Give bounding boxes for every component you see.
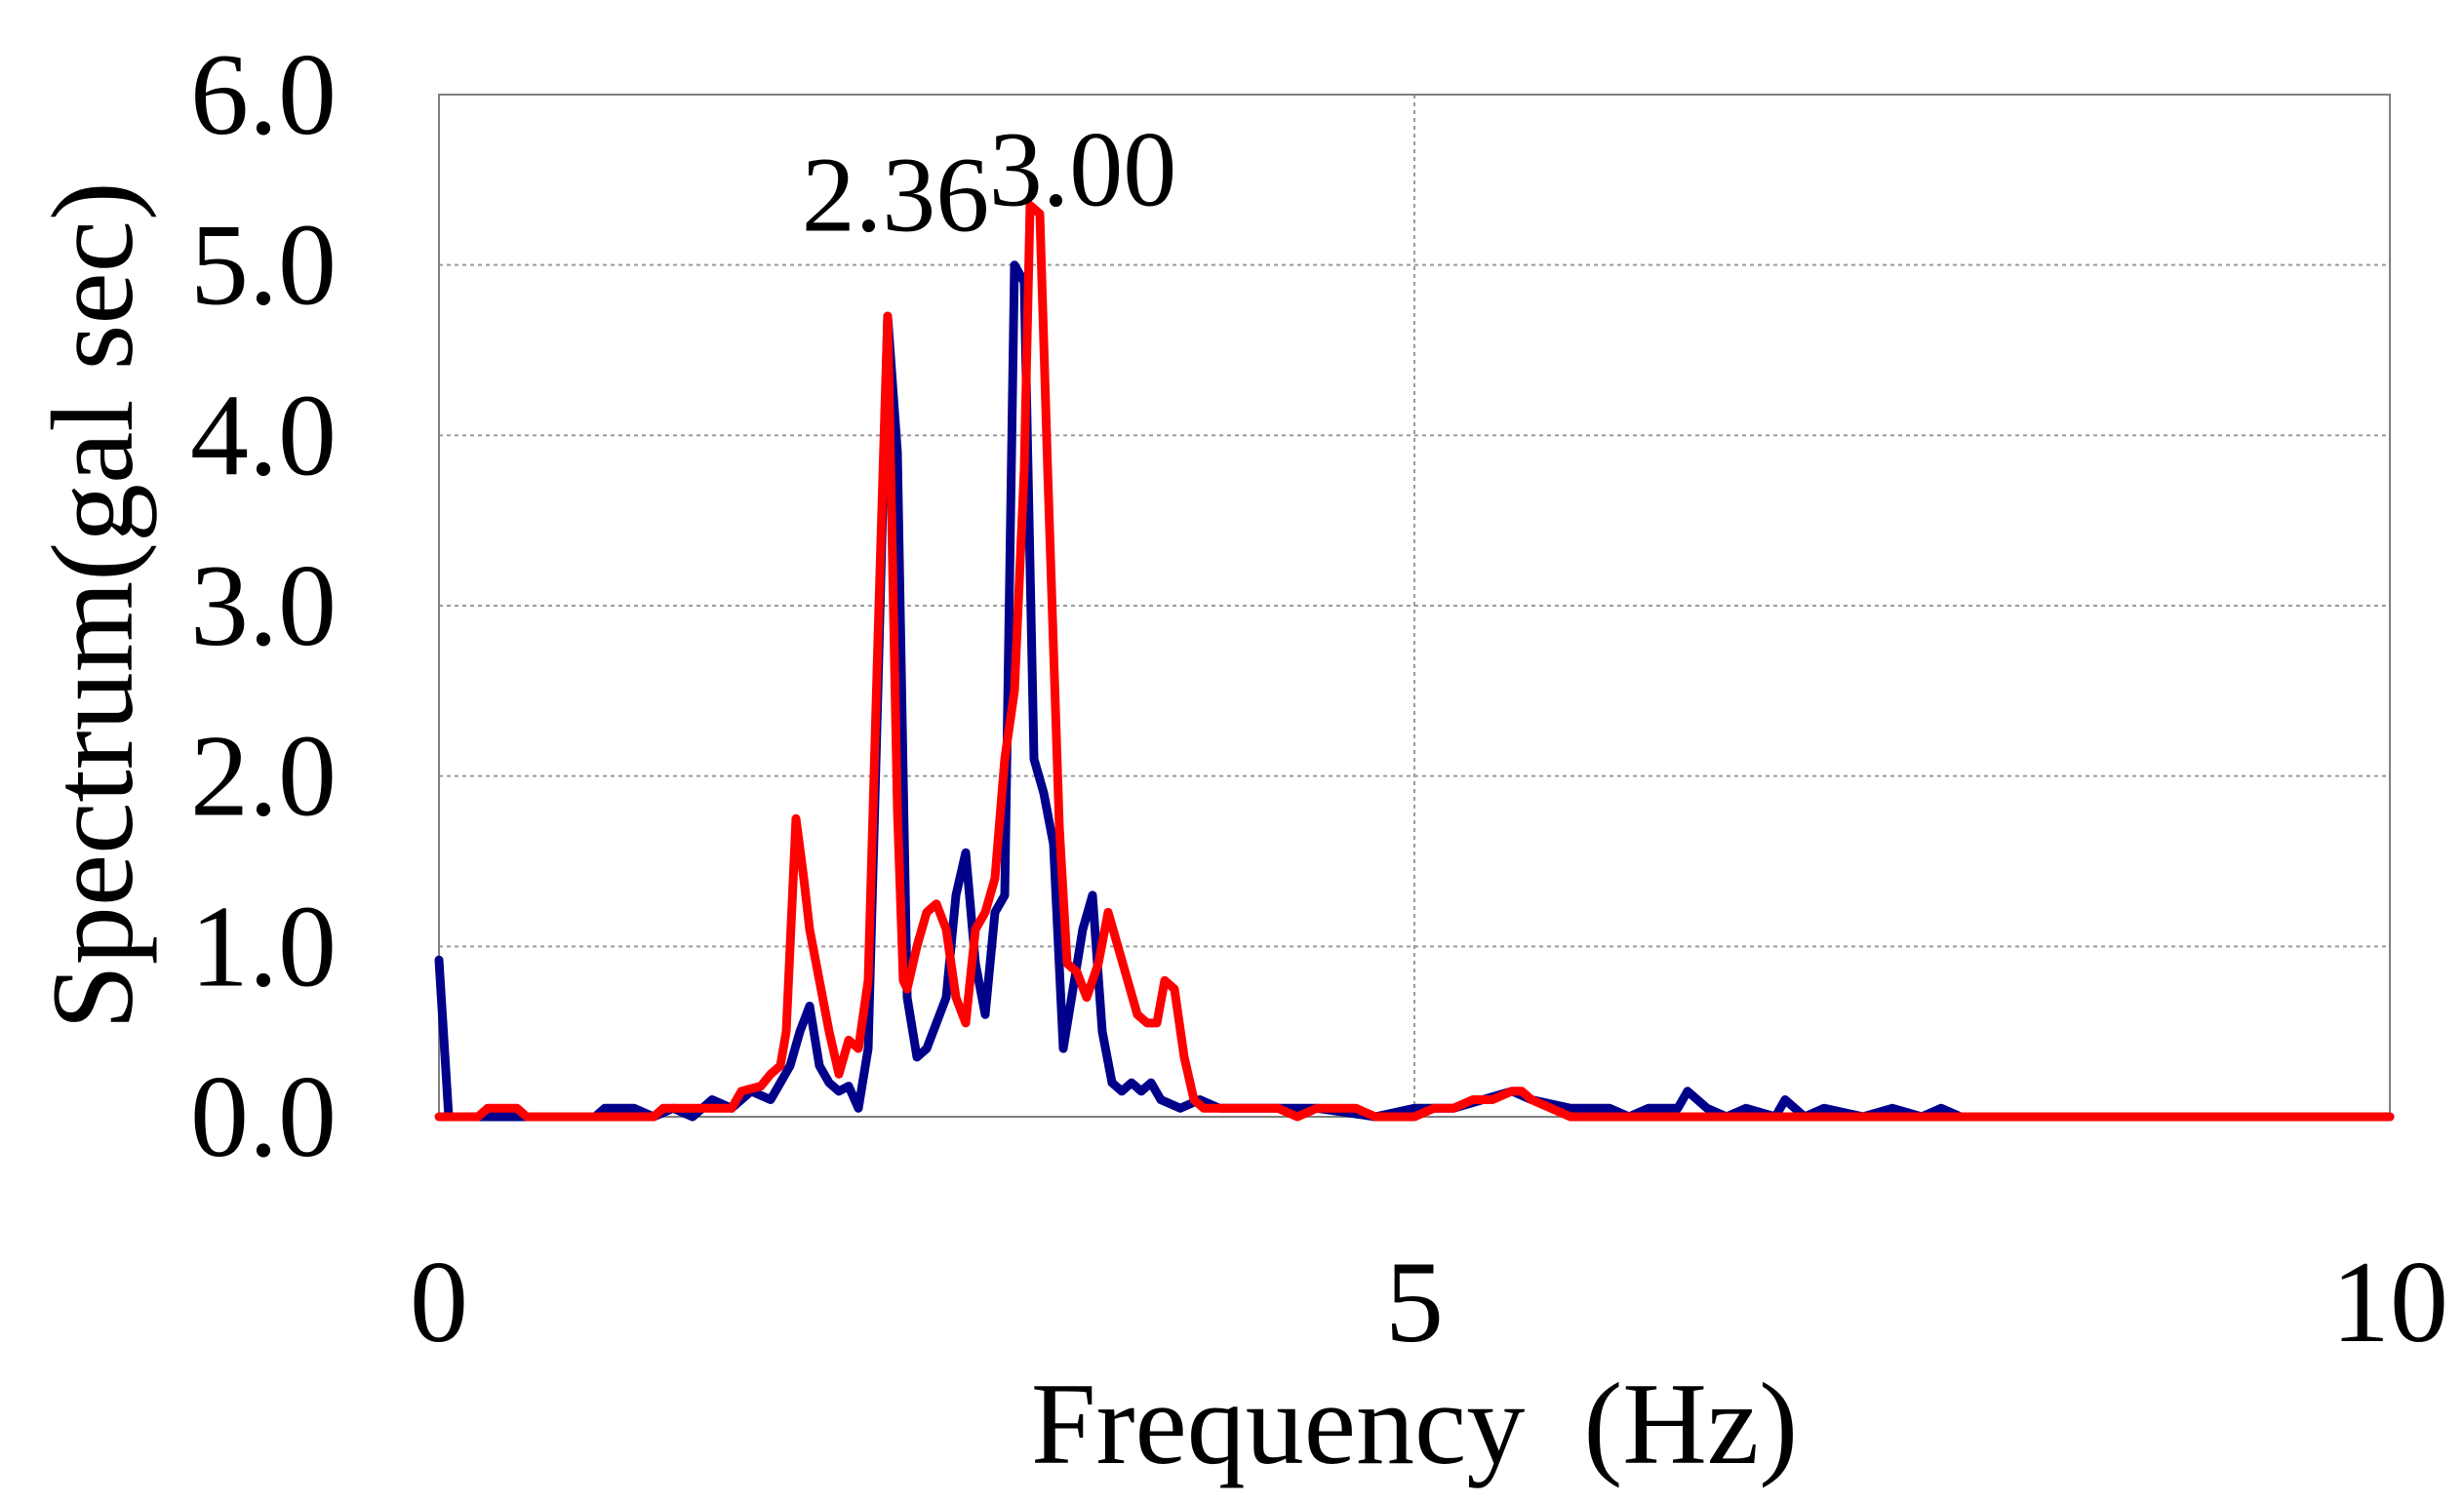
series-layer — [434, 201, 2395, 1122]
series-line-red — [434, 201, 2395, 1122]
y-tick-label: 2.0 — [190, 711, 337, 841]
x-tick-label: 10 — [2331, 1237, 2448, 1366]
y-tick-label: 5.0 — [190, 200, 337, 330]
x-tick-label: 5 — [1385, 1237, 1444, 1366]
x-tick-label: 0 — [410, 1237, 468, 1366]
x-tick-labels: 0 5 10 — [410, 1237, 2448, 1366]
y-tick-labels: 0.0 1.0 2.0 3.0 4.0 5.0 6.0 — [190, 29, 337, 1181]
peak-annotations: 2.36 3.00 — [802, 110, 1177, 255]
y-tick-label: 0.0 — [190, 1051, 337, 1181]
y-tick-label: 6.0 — [190, 29, 337, 159]
x-axis-title: Frequency (Hz) — [1031, 1359, 1798, 1488]
grid-lines — [439, 95, 2390, 1117]
y-tick-label: 3.0 — [190, 540, 337, 670]
y-axis-title: Spectrum(gal sec) — [27, 181, 157, 1030]
y-tick-label: 1.0 — [190, 881, 337, 1010]
peak-annotation: 3.00 — [989, 110, 1177, 229]
series-line-blue — [434, 260, 2395, 1122]
y-tick-label: 4.0 — [190, 370, 337, 499]
peak-annotation: 2.36 — [802, 136, 990, 255]
